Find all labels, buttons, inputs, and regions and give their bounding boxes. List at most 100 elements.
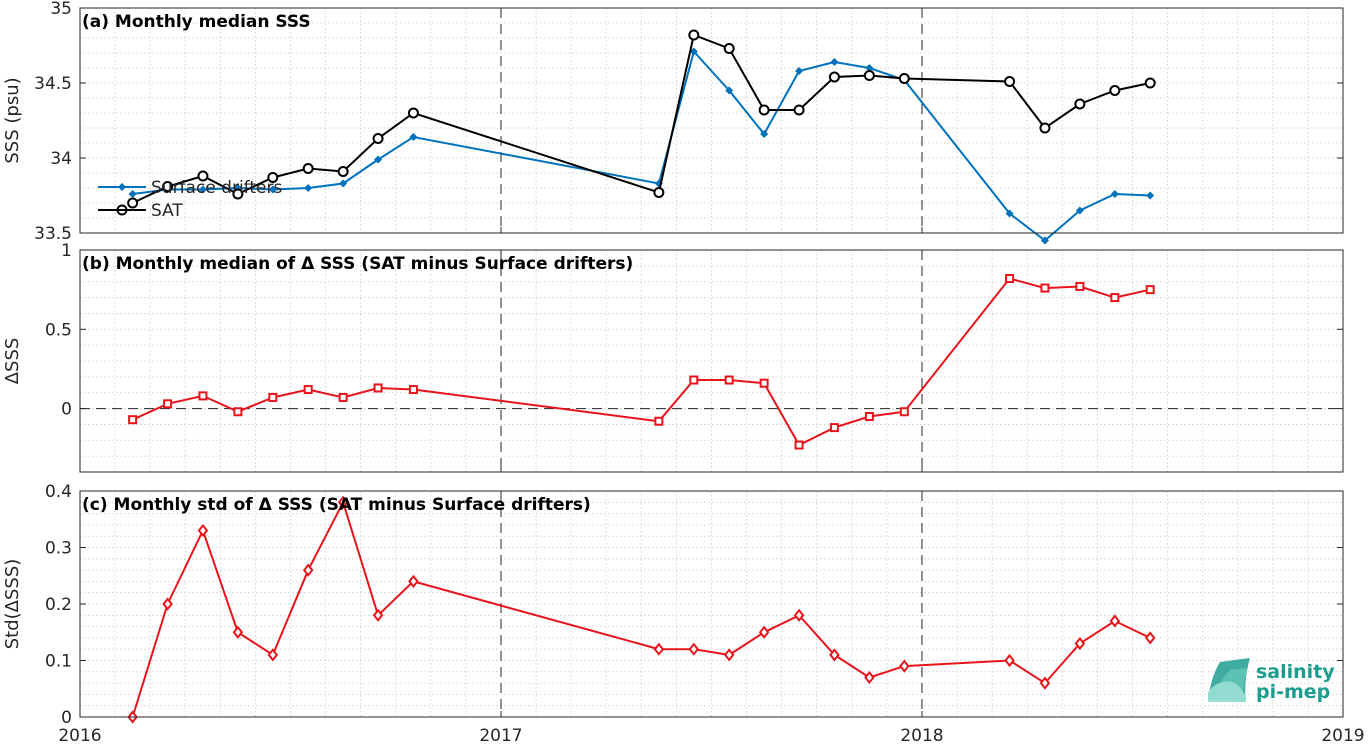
data-point-marker — [339, 179, 348, 188]
legend-sat-marker — [116, 204, 128, 216]
x-tick-label: 2016 — [58, 726, 101, 745]
panel-a-grid — [80, 8, 1343, 233]
y-tick-label: 0.5 — [45, 320, 72, 340]
data-point-marker — [267, 648, 279, 662]
panel-a-y-ticks: 33.5 34 34.5 35 — [34, 0, 1344, 244]
y-tick-label: 0.3 — [45, 539, 72, 559]
panel-a-title: (a) Monthly median SSS — [82, 12, 311, 32]
data-point-marker — [302, 163, 314, 174]
panel-a: 33.5 34 34.5 35 SSS (psu) (a) Monthly media… — [2, 0, 1344, 245]
data-point-marker — [1145, 285, 1155, 295]
data-point-marker — [688, 29, 700, 41]
data-point-marker — [1004, 653, 1015, 668]
logo-text-pimep: pi-mep — [1256, 681, 1330, 703]
data-point-marker — [1110, 293, 1120, 303]
data-point-marker — [758, 104, 770, 116]
data-point-marker — [197, 170, 209, 182]
data-point-marker — [758, 625, 770, 639]
data-point-marker — [1040, 236, 1049, 245]
data-point-marker — [128, 190, 137, 198]
data-point-marker — [689, 47, 698, 56]
data-point-marker — [372, 608, 384, 622]
data-point-marker — [863, 70, 875, 81]
series-line-delta-1 — [132, 277, 1151, 447]
panel-b-y-label: ΔSSS — [2, 338, 23, 385]
data-point-marker — [1005, 274, 1015, 284]
panel-b: 00.51 ΔSSS (b) Monthly median of Δ SSS (… — [2, 241, 1344, 473]
data-point-marker — [1109, 614, 1121, 628]
data-point-marker — [408, 574, 419, 589]
data-point-marker — [795, 67, 804, 75]
panel-c-series — [127, 495, 1156, 724]
y-tick-label: 33.5 — [34, 224, 72, 244]
data-point-marker — [899, 659, 910, 673]
data-point-marker — [163, 399, 173, 409]
data-point-marker — [197, 523, 209, 538]
panel-a-y-label: SSS (psu) — [2, 77, 23, 163]
data-point-marker — [232, 188, 244, 200]
data-point-marker — [127, 197, 139, 209]
data-point-marker — [162, 181, 174, 192]
data-point-marker — [829, 648, 840, 662]
x-tick-label: 2017 — [479, 726, 522, 745]
data-point-marker — [1039, 676, 1051, 690]
data-point-marker — [793, 104, 805, 116]
data-point-marker — [689, 375, 699, 385]
data-point-marker — [723, 648, 735, 662]
data-point-marker — [268, 392, 278, 402]
data-point-marker — [1075, 206, 1084, 215]
panel-b-y-ticks: 00.51 — [45, 241, 1344, 472]
panel-c: 0 0.1 0.2 0.3 0.4 Std(ΔSSS) (c) Monthly std … — [2, 482, 1344, 728]
data-point-marker — [1075, 281, 1085, 291]
panel-a-series — [127, 29, 1156, 245]
legend-sat-label: SAT — [151, 201, 183, 221]
data-point-marker — [1004, 76, 1016, 87]
legend-surface-drifters-marker — [118, 183, 126, 191]
y-tick-label: 34.5 — [34, 74, 72, 94]
data-point-marker — [268, 185, 277, 194]
data-point-marker — [864, 670, 875, 685]
panel-a-year-lines — [500, 8, 923, 233]
data-point-marker — [1144, 631, 1156, 645]
x-tick-label: 2018 — [900, 726, 943, 745]
data-point-marker — [337, 166, 349, 177]
panel-c-year-lines — [500, 491, 923, 717]
panel-a-frame — [79, 7, 1344, 234]
data-point-marker — [725, 86, 734, 95]
y-tick-label: 1 — [61, 241, 72, 261]
panel-c-y-ticks: 0 0.1 0.2 0.3 0.4 — [45, 482, 1344, 728]
data-point-marker — [830, 58, 839, 66]
y-tick-label: 0 — [61, 708, 72, 728]
data-point-marker — [128, 415, 138, 425]
x-tick-label: 2019 — [1321, 726, 1364, 745]
data-point-marker — [724, 375, 734, 385]
data-point-marker — [1110, 190, 1119, 198]
data-point-marker — [759, 378, 769, 388]
data-point-marker — [304, 184, 313, 192]
data-point-marker — [1146, 191, 1155, 200]
data-point-marker — [653, 187, 665, 198]
data-point-marker — [654, 416, 664, 426]
data-point-marker — [162, 597, 173, 611]
data-point-marker — [828, 71, 840, 83]
y-tick-label: 34 — [50, 149, 72, 169]
panel-c-y-label: Std(ΔSSS) — [2, 559, 23, 650]
data-point-marker — [409, 133, 418, 141]
data-point-marker — [760, 130, 769, 138]
data-point-marker — [1074, 98, 1086, 110]
data-point-marker — [337, 495, 349, 509]
data-point-marker — [1005, 209, 1014, 218]
data-point-marker — [653, 642, 665, 656]
y-tick-label: 0.2 — [45, 595, 72, 615]
y-tick-label: 0.4 — [45, 482, 72, 502]
data-point-marker — [374, 155, 383, 164]
panel-b-year-lines — [500, 250, 923, 472]
panel-b-series — [128, 274, 1155, 450]
y-tick-label: 0 — [61, 400, 72, 420]
data-point-marker — [267, 172, 279, 183]
data-point-marker — [898, 73, 910, 84]
data-point-marker — [1109, 85, 1121, 96]
data-point-marker — [1040, 283, 1050, 293]
y-tick-label: 0.1 — [45, 652, 72, 672]
